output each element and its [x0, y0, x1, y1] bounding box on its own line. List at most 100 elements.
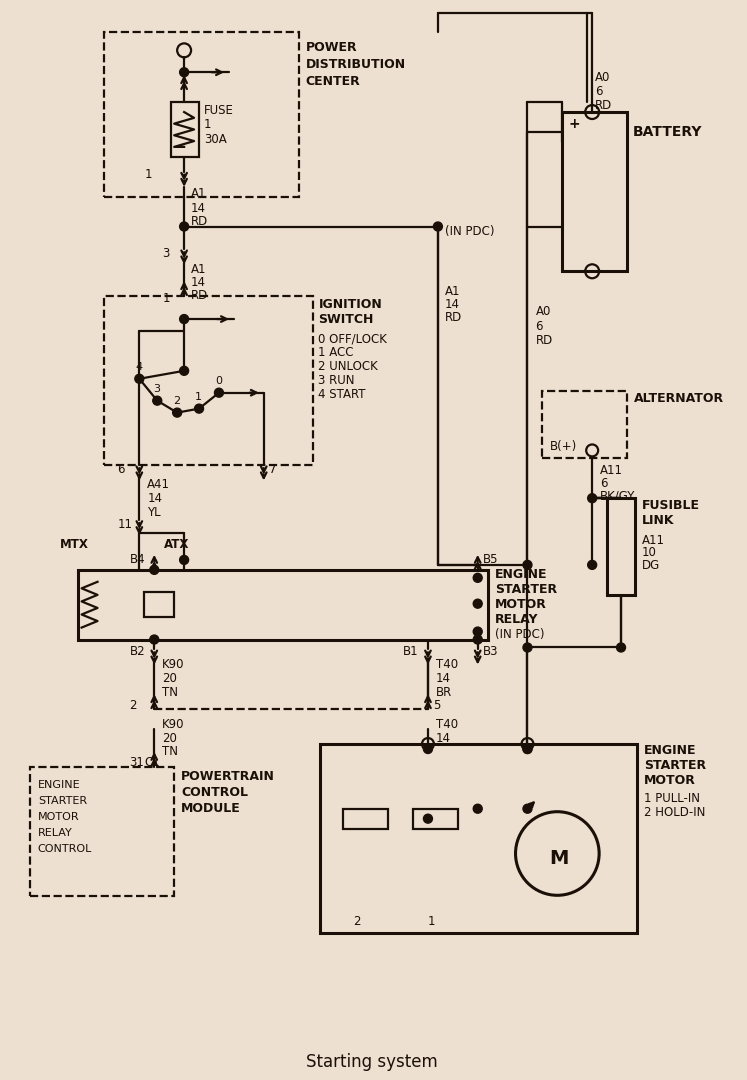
Bar	[562, 112, 627, 271]
Text: B3: B3	[483, 645, 498, 658]
Text: T40: T40	[436, 658, 458, 671]
Circle shape	[179, 222, 188, 231]
Text: T40: T40	[436, 717, 458, 730]
Text: MOTOR: MOTOR	[38, 812, 79, 822]
Text: M: M	[549, 849, 568, 868]
Text: 30A: 30A	[204, 134, 227, 147]
Text: A0: A0	[536, 305, 551, 318]
Text: +: +	[568, 117, 580, 131]
Text: 11: 11	[117, 517, 132, 530]
Circle shape	[588, 561, 597, 569]
Text: ATX: ATX	[164, 539, 190, 552]
Text: FUSE: FUSE	[204, 104, 234, 117]
Text: RD: RD	[595, 98, 613, 111]
Text: STARTER: STARTER	[495, 583, 557, 596]
Text: DG: DG	[642, 559, 660, 572]
Bar	[171, 103, 199, 157]
Text: ENGINE: ENGINE	[38, 780, 81, 789]
Text: K90: K90	[162, 717, 185, 730]
Text: 14: 14	[191, 275, 206, 288]
Text: 20: 20	[162, 672, 177, 685]
Circle shape	[173, 408, 182, 417]
Text: BR: BR	[436, 686, 452, 699]
Text: 14: 14	[436, 731, 451, 744]
Text: 14: 14	[191, 202, 206, 215]
Text: 6: 6	[536, 320, 543, 333]
Circle shape	[616, 643, 625, 652]
Circle shape	[433, 222, 442, 231]
Text: B4: B4	[129, 553, 145, 566]
Text: 14: 14	[445, 298, 460, 311]
Text: TN: TN	[162, 745, 179, 758]
Text: 2 HOLD-IN: 2 HOLD-IN	[644, 806, 705, 820]
Circle shape	[474, 635, 483, 644]
Text: 1: 1	[144, 168, 152, 181]
Text: MOTOR: MOTOR	[644, 774, 695, 787]
Circle shape	[474, 573, 483, 582]
Circle shape	[523, 744, 532, 754]
Text: 7: 7	[269, 463, 276, 476]
Text: 1: 1	[428, 915, 436, 928]
Text: DISTRIBUTION: DISTRIBUTION	[306, 57, 406, 71]
Circle shape	[424, 744, 433, 754]
Text: C1: C1	[144, 756, 160, 769]
Bar	[30, 767, 174, 896]
Text: K90: K90	[162, 658, 185, 671]
Text: (IN PDC): (IN PDC)	[495, 629, 544, 642]
Text: 2: 2	[129, 699, 137, 712]
Text: 0: 0	[215, 376, 222, 386]
Bar	[413, 809, 458, 828]
Text: 4 START: 4 START	[318, 388, 366, 401]
Circle shape	[153, 396, 162, 405]
Text: POWERTRAIN: POWERTRAIN	[181, 770, 275, 783]
Text: B4: B4	[129, 591, 145, 604]
Text: RD: RD	[445, 311, 462, 324]
Text: SWITCH: SWITCH	[318, 312, 374, 325]
Bar	[542, 391, 627, 458]
Text: 31: 31	[129, 756, 144, 769]
Text: 6: 6	[595, 84, 603, 97]
Text: 1: 1	[195, 392, 202, 402]
Text: 1 ACC: 1 ACC	[318, 347, 354, 360]
Text: FUSIBLE: FUSIBLE	[642, 499, 700, 512]
Text: LINK: LINK	[642, 514, 675, 527]
Text: A1: A1	[191, 262, 207, 275]
Text: STARTER: STARTER	[644, 759, 706, 772]
Text: BK/GY: BK/GY	[600, 489, 636, 502]
Text: A1: A1	[191, 187, 207, 200]
Bar	[78, 570, 488, 639]
Circle shape	[179, 68, 188, 77]
Bar	[607, 498, 635, 595]
Text: IGNITION: IGNITION	[318, 298, 382, 311]
Bar	[344, 809, 388, 828]
Text: ENGINE: ENGINE	[495, 568, 547, 581]
Text: 3 RUN: 3 RUN	[318, 375, 355, 388]
Text: BR: BR	[436, 745, 452, 758]
Bar	[105, 296, 314, 465]
Text: A41: A41	[147, 477, 170, 490]
Text: Starting system: Starting system	[306, 1053, 438, 1071]
Text: CONTROL: CONTROL	[38, 843, 92, 853]
Circle shape	[474, 627, 483, 636]
Text: CONTROL: CONTROL	[181, 786, 248, 799]
Text: MTX: MTX	[60, 539, 89, 552]
Text: 0 OFF/LOCK: 0 OFF/LOCK	[318, 333, 388, 346]
Circle shape	[150, 635, 159, 644]
Text: (IN PDC): (IN PDC)	[445, 225, 495, 238]
Text: A0: A0	[595, 70, 610, 84]
Text: 1 PULL-IN: 1 PULL-IN	[644, 793, 700, 806]
Text: 4: 4	[135, 362, 143, 372]
Text: 10: 10	[642, 546, 657, 559]
Text: BATTERY: BATTERY	[633, 125, 702, 139]
Text: 2: 2	[353, 915, 361, 928]
Circle shape	[135, 375, 144, 383]
Text: 2: 2	[173, 395, 180, 406]
Text: ENGINE: ENGINE	[644, 744, 696, 757]
Text: RELAY: RELAY	[495, 613, 538, 626]
Circle shape	[523, 643, 532, 652]
Circle shape	[588, 494, 597, 502]
Bar	[105, 32, 299, 197]
Circle shape	[523, 744, 532, 754]
Circle shape	[150, 565, 159, 575]
Circle shape	[523, 805, 532, 813]
